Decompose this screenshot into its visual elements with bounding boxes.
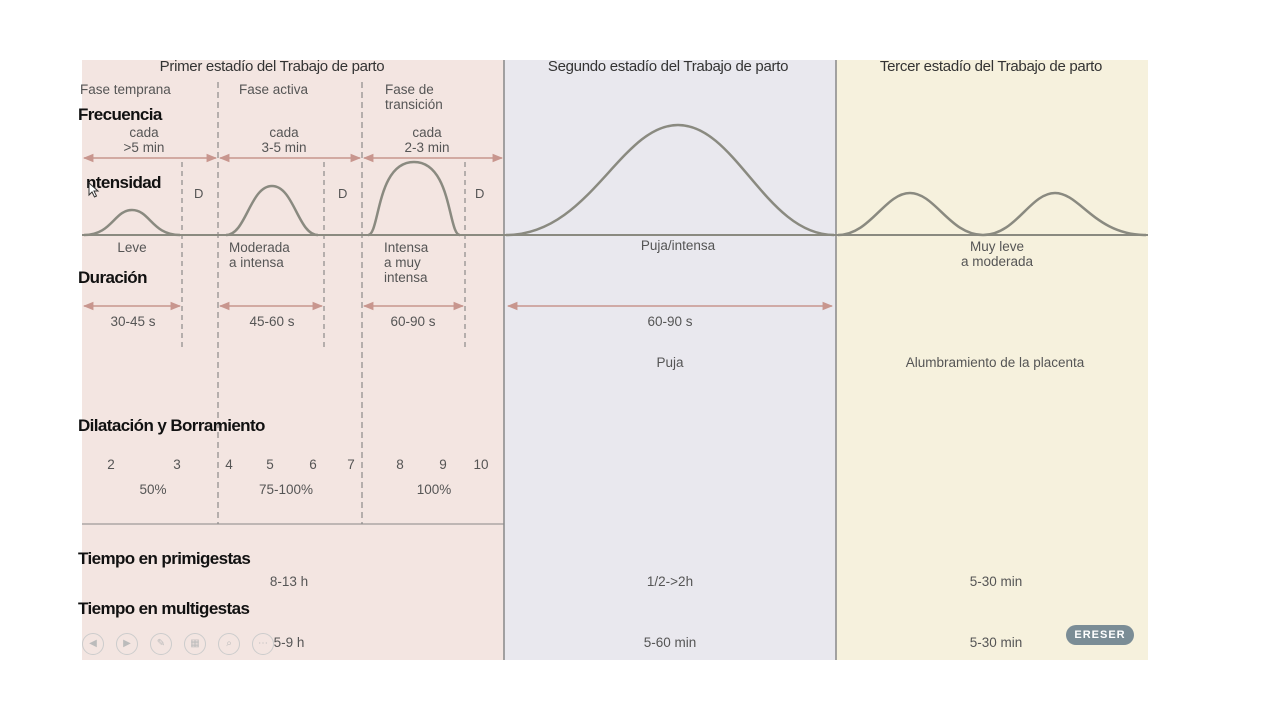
stage1-header: Primer estadío del Trabajo de parto: [159, 58, 385, 75]
activity-second: Puja: [656, 355, 684, 370]
frequency-early: cada >5 min: [123, 125, 165, 155]
phase-early-label: Fase temprana: [80, 82, 171, 97]
intensity-third: Muy leve a moderada: [960, 239, 1034, 269]
intensity-active: Moderada a intensa: [229, 240, 290, 270]
multi-second: 5-60 min: [643, 635, 697, 650]
contraction-curve-third: [837, 191, 1147, 237]
row-primi-label: Tiempo en primigestas: [78, 549, 251, 568]
duration-second: 60-90 s: [647, 314, 693, 329]
row-duration-label: Duración: [78, 268, 147, 287]
phase-transition-label: Fase de transición: [385, 82, 443, 112]
previous-slide-icon[interactable]: ◀: [82, 633, 104, 655]
dilation-number: 8: [396, 457, 404, 472]
more-options-icon[interactable]: ⋯: [252, 633, 274, 655]
contraction-curve-active: [225, 184, 319, 237]
row-multi-label: Tiempo en multigestas: [78, 599, 250, 618]
effacement-early: 50%: [139, 482, 167, 497]
row-frequency-label: Frecuencia: [78, 105, 162, 124]
contraction-curve-transition: [367, 160, 461, 237]
frequency-transition: cada 2-3 min: [404, 125, 450, 155]
mouse-cursor-icon: [88, 182, 100, 198]
dilation-number: 3: [173, 457, 181, 472]
dilation-number: 2: [107, 457, 115, 472]
ereser-badge[interactable]: ERESER: [1066, 625, 1134, 645]
duration-active: 45-60 s: [249, 314, 295, 329]
contraction-curve-second: [505, 123, 835, 237]
rest-marker-early: D: [194, 186, 204, 201]
intensity-early: Leve: [117, 240, 147, 255]
dilation-number: 5: [266, 457, 274, 472]
rest-marker-transition: D: [475, 186, 485, 201]
zoom-icon[interactable]: ⌕: [218, 633, 240, 655]
row-intensity-label: ntensidad: [86, 173, 161, 192]
dilation-number: 9: [439, 457, 447, 472]
stage3-header: Tercer estadío del Trabajo de parto: [879, 58, 1103, 75]
primi-first: 8-13 h: [269, 574, 309, 589]
multi-third: 5-30 min: [969, 635, 1023, 650]
stage2-header: Segundo estadío del Trabajo de parto: [547, 58, 789, 75]
contraction-curve-early: [83, 208, 181, 237]
dilation-number: 4: [225, 457, 233, 472]
effacement-active: 75-100%: [258, 482, 314, 497]
primi-second: 1/2->2h: [646, 574, 694, 589]
dilation-number: 6: [309, 457, 317, 472]
duration-transition: 60-90 s: [390, 314, 436, 329]
multi-first: 5-9 h: [273, 635, 305, 650]
stage2-background: [504, 60, 836, 660]
stage3-background: [836, 60, 1148, 660]
dilation-number: 7: [347, 457, 355, 472]
intensity-second: Puja/intensa: [640, 238, 716, 253]
rest-marker-active: D: [338, 186, 348, 201]
frequency-active: cada 3-5 min: [261, 125, 307, 155]
duration-early: 30-45 s: [110, 314, 156, 329]
row-dilation-label: Dilatación y Borramiento: [78, 416, 265, 435]
phase-active-label: Fase activa: [239, 82, 309, 97]
intensity-transition: Intensa a muy intensa: [384, 240, 429, 285]
primi-third: 5-30 min: [969, 574, 1023, 589]
dilation-number: 10: [473, 457, 489, 472]
pen-icon[interactable]: ✎: [150, 633, 172, 655]
next-slide-icon[interactable]: ▶: [116, 633, 138, 655]
activity-third: Alumbramiento de la placenta: [905, 355, 1085, 370]
effacement-transition: 100%: [416, 482, 452, 497]
slides-grid-icon[interactable]: ▦: [184, 633, 206, 655]
